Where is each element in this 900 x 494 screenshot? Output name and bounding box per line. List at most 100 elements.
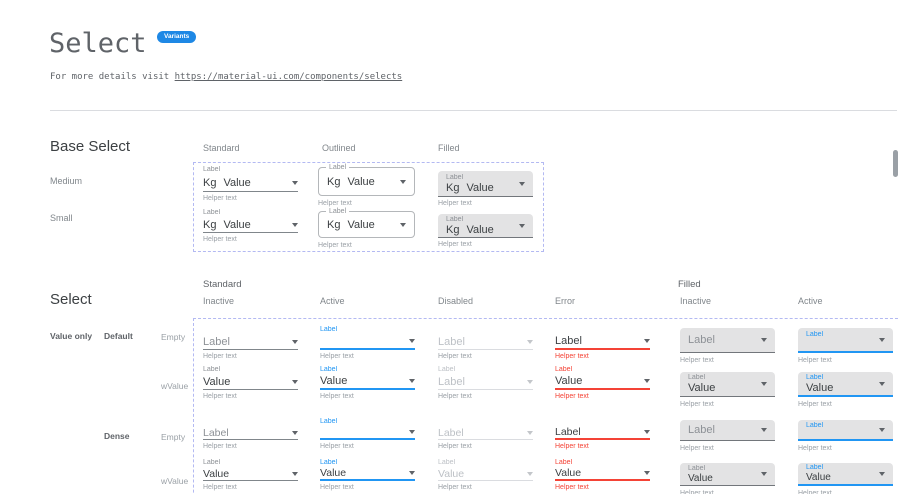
select-trigger[interactable]: Label: [680, 420, 775, 441]
select-standard-error-wvalue: Label Value Helper text: [555, 366, 650, 401]
select-trigger[interactable]: Label Kg Value: [438, 171, 533, 197]
select-label: Label: [203, 459, 221, 466]
select-value: Value: [555, 375, 583, 387]
select-trigger[interactable]: Value: [203, 467, 298, 481]
select-dense-filled-inactive-empty: Label Helper text: [680, 420, 775, 453]
dropdown-arrow-icon: [409, 471, 415, 475]
select-value: Label: [438, 375, 465, 388]
helper-text: Helper text: [555, 353, 589, 360]
dropdown-arrow-icon: [527, 379, 533, 384]
helper-text: Helper text: [555, 443, 589, 450]
select-trigger[interactable]: Label Kg Value: [318, 208, 415, 238]
select-trigger[interactable]: Label Kg Value: [318, 164, 415, 196]
base-outlined-medium: Label Kg Value Helper text: [318, 164, 415, 208]
base-standard-medium: Label Kg Value Helper text: [203, 166, 298, 203]
select-label: Label: [203, 166, 221, 173]
dropdown-arrow-icon: [879, 381, 885, 386]
select-trigger[interactable]: Value: [320, 467, 415, 481]
select-trigger[interactable]: Label: [680, 328, 775, 353]
select-trigger[interactable]: Label: [203, 426, 298, 440]
dropdown-arrow-icon: [761, 428, 767, 432]
select-trigger[interactable]: Label: [798, 420, 893, 441]
helper-text: Helper text: [555, 393, 589, 400]
select-trigger[interactable]: [320, 334, 415, 350]
select-trigger[interactable]: Label Value: [798, 463, 893, 486]
base-standard-small: Label Kg Value Helper text: [203, 209, 298, 244]
col-header-outlined: Outlined: [322, 143, 356, 153]
helper-text: Helper text: [320, 484, 354, 491]
helper-text: Helper text: [203, 393, 237, 400]
select-section-title: Select: [50, 291, 92, 308]
select-trigger[interactable]: Label Value: [680, 463, 775, 486]
select-value: Value: [203, 375, 231, 388]
density-dense: Dense: [104, 431, 130, 441]
select-value: Value: [203, 467, 230, 480]
base-select-title: Base Select: [50, 138, 131, 155]
fill-empty-dense: Empty: [161, 432, 186, 442]
scrollbar-thumb[interactable]: [893, 150, 898, 177]
helper-text: Helper text: [320, 393, 354, 400]
dropdown-arrow-icon: [400, 179, 406, 184]
select-filled-inactive-wvalue: Label Value Helper text: [680, 372, 775, 409]
select-trigger: Label: [438, 426, 533, 440]
select-filled-inactive-empty: Label Helper text: [680, 328, 775, 365]
dropdown-arrow-icon: [292, 222, 298, 227]
helper-text: Helper text: [320, 443, 354, 450]
group-header-standard: Standard: [203, 279, 242, 290]
select-trigger[interactable]: Kg Value: [203, 217, 298, 233]
select-label: Label: [688, 424, 715, 436]
select-trigger[interactable]: Value: [555, 467, 650, 481]
fill-wvalue-default: wValue: [161, 381, 189, 391]
select-trigger: Value: [438, 467, 533, 481]
helper-text: Helper text: [438, 393, 472, 400]
page-title: Select: [49, 28, 147, 59]
docs-link[interactable]: https://material-ui.com/components/selec…: [174, 72, 403, 82]
select-label: Label: [555, 426, 581, 438]
select-label: Label: [688, 374, 706, 381]
select-label: Label: [555, 459, 573, 466]
helper-text: Helper text: [203, 484, 237, 491]
select-trigger[interactable]: Label: [798, 328, 893, 353]
select-trigger[interactable]: Label: [555, 426, 650, 440]
dropdown-arrow-icon: [519, 181, 525, 186]
col-header-standard: Standard: [203, 143, 240, 153]
select-trigger[interactable]: Label: [203, 334, 298, 350]
select-trigger[interactable]: Label Value: [798, 372, 893, 397]
select-label: Label: [203, 366, 221, 373]
base-filled-small: Label Kg Value Helper text: [438, 214, 533, 249]
select-label: Label: [203, 209, 221, 216]
select-trigger[interactable]: Kg Value: [203, 174, 298, 192]
select-trigger[interactable]: Label Value: [680, 372, 775, 397]
helper-text: Helper text: [798, 357, 832, 364]
select-label: Label: [320, 459, 338, 466]
select-trigger[interactable]: Value: [555, 374, 650, 390]
select-value: Value: [320, 375, 348, 387]
select-trigger[interactable]: Label: [555, 334, 650, 350]
select-standard-active-empty: Label Helper text: [320, 326, 415, 361]
helper-text: Helper text: [680, 401, 714, 408]
dropdown-arrow-icon: [644, 339, 650, 343]
select-value: Value: [223, 176, 251, 189]
select-dense-standard-error-wvalue: Label Value Helper text: [555, 459, 650, 492]
select-trigger[interactable]: Value: [320, 374, 415, 390]
adornment: Kg: [327, 175, 341, 188]
select-value: Value: [347, 175, 375, 188]
select-trigger[interactable]: Label Kg Value: [438, 214, 533, 238]
dropdown-arrow-icon: [644, 471, 650, 475]
select-trigger[interactable]: [320, 426, 415, 440]
select-label: Label: [446, 215, 464, 223]
helper-text: Helper text: [798, 401, 832, 408]
row-header-medium: Medium: [50, 176, 83, 186]
dropdown-arrow-icon: [292, 180, 298, 185]
select-filled-active-empty: Label Helper text: [798, 328, 893, 365]
col-header-filled: Filled: [438, 143, 460, 153]
select-value: Value: [806, 381, 834, 394]
select-trigger[interactable]: Value: [203, 374, 298, 390]
adornment: Kg: [203, 176, 217, 189]
adornment: Kg: [446, 223, 460, 236]
state-header-disabled: Disabled: [438, 296, 474, 306]
select-dense-standard-inactive-empty: Label Helper text: [203, 418, 298, 451]
select-standard-inactive-empty: Label Helper text: [203, 326, 298, 361]
select-label: Label: [446, 173, 464, 181]
